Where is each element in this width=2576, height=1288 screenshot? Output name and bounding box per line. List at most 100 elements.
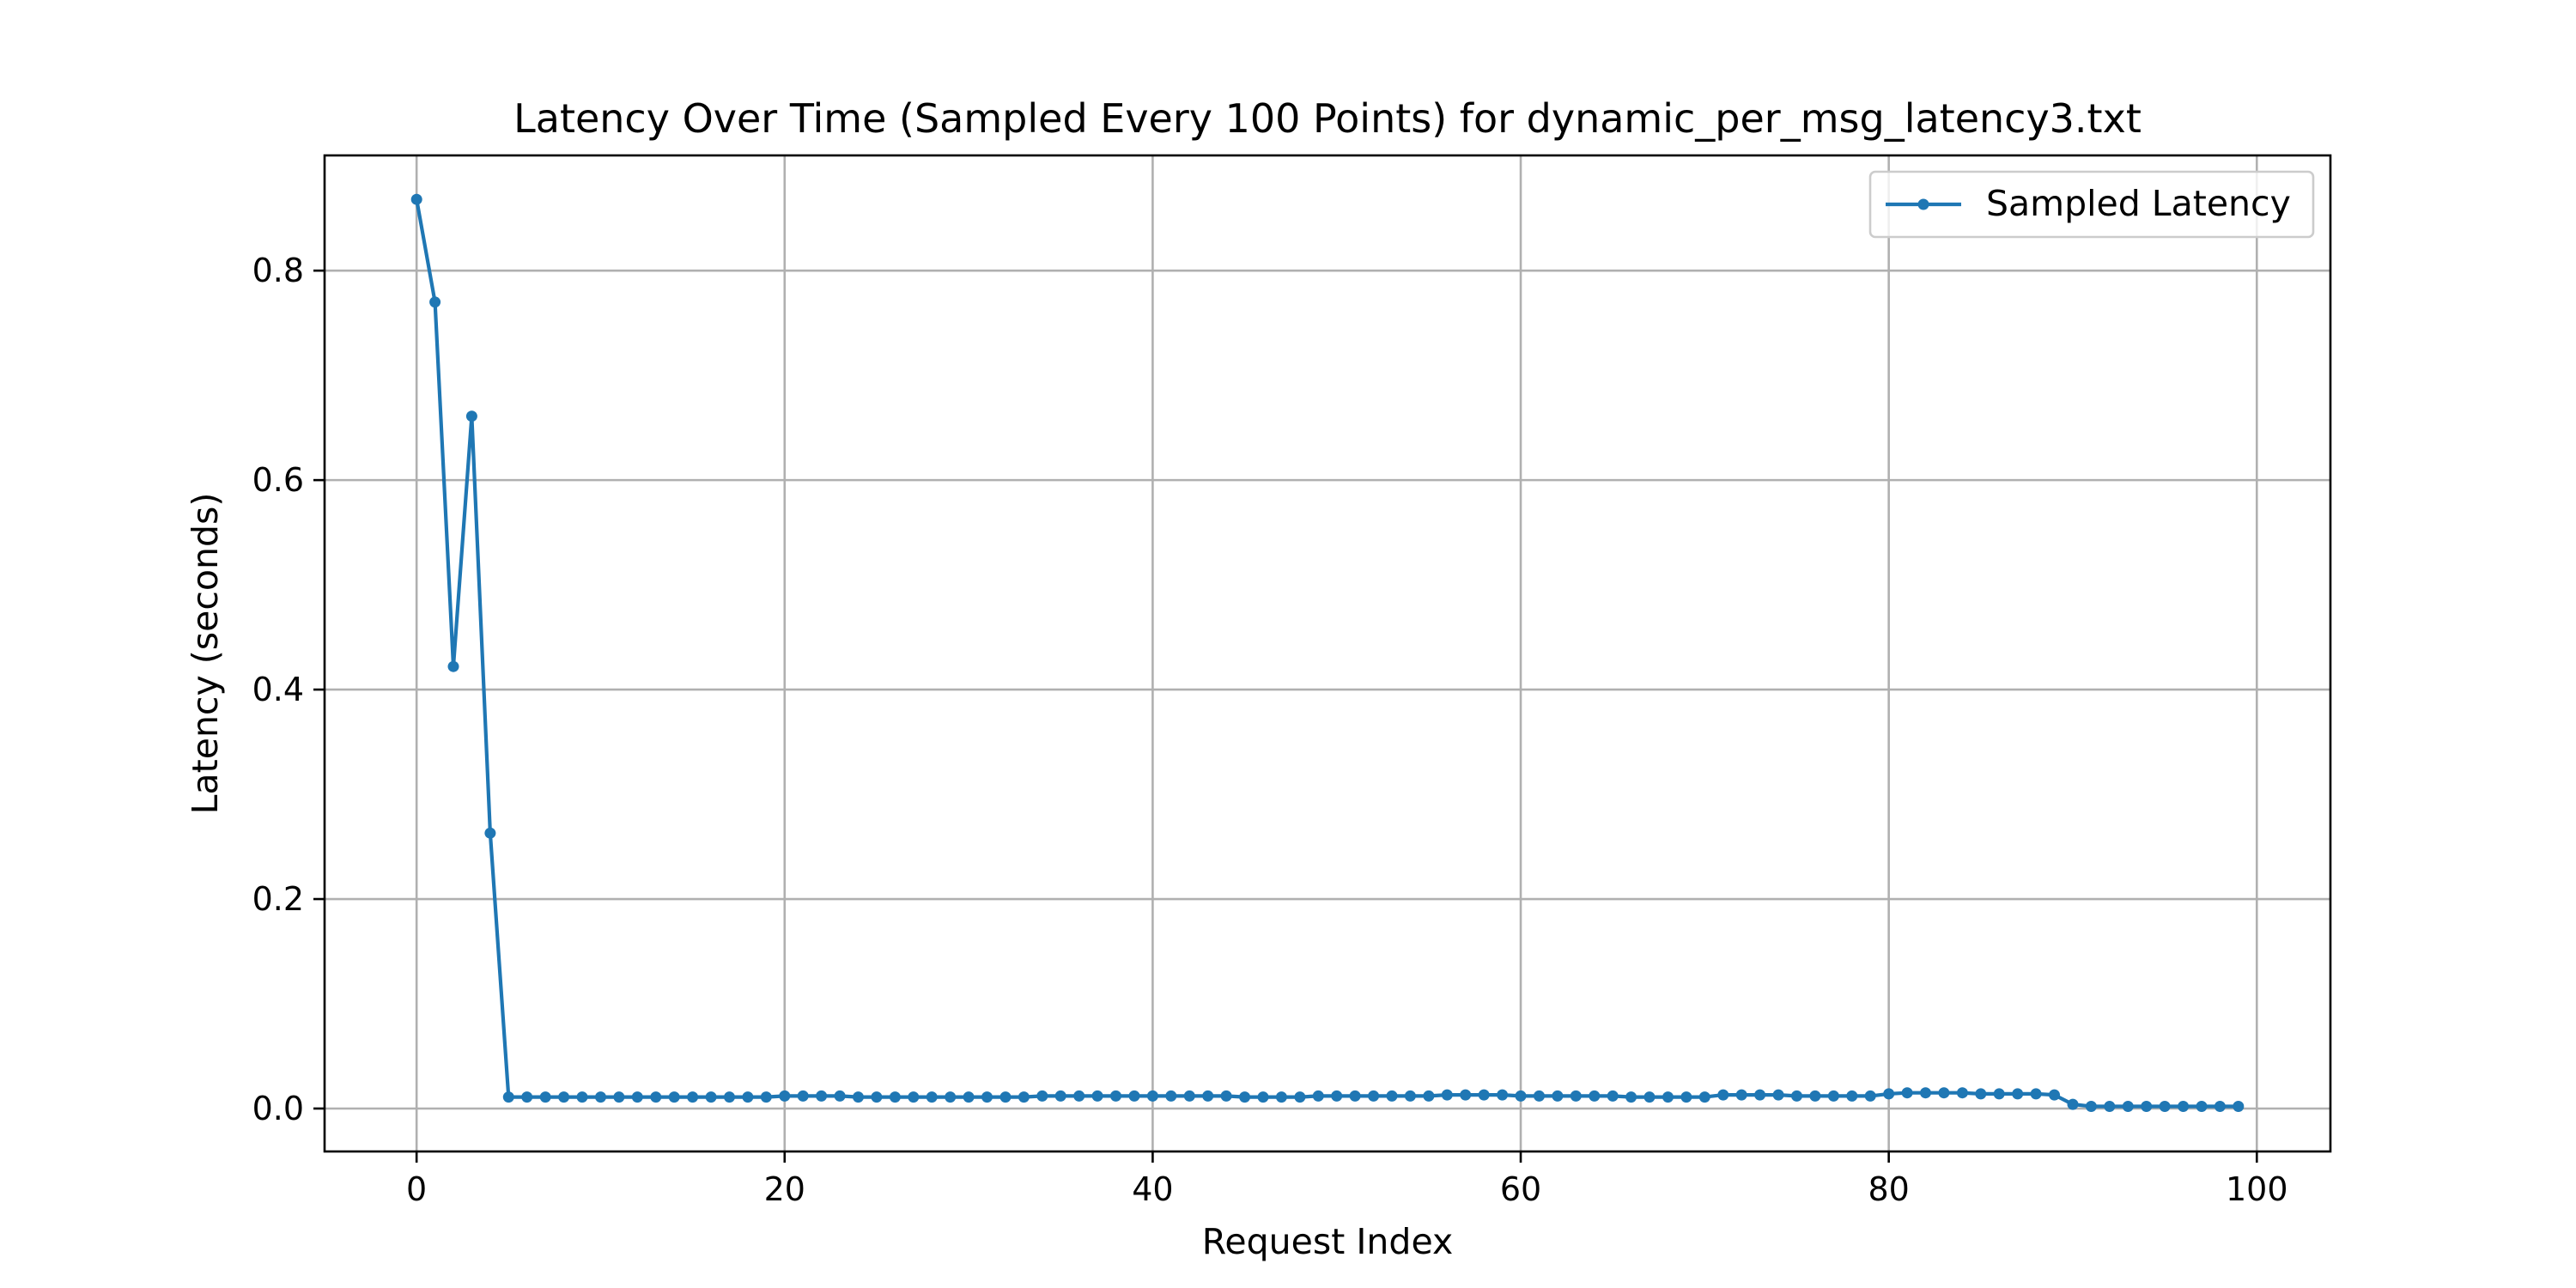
chart-title: Latency Over Time (Sampled Every 100 Poi… xyxy=(513,95,2142,142)
legend-label: Sampled Latency xyxy=(1986,183,2291,224)
legend: Sampled Latency xyxy=(1868,170,2315,239)
data-point xyxy=(2159,1101,2171,1112)
data-point xyxy=(724,1091,735,1103)
data-point xyxy=(1534,1090,1545,1102)
data-point xyxy=(1239,1091,1251,1103)
data-point xyxy=(1146,1090,1158,1102)
data-point xyxy=(1956,1087,1968,1099)
data-point xyxy=(1920,1087,1931,1099)
data-point xyxy=(2104,1101,2116,1112)
data-point xyxy=(1570,1090,1582,1102)
y-tick-label: 0.2 xyxy=(252,880,304,918)
data-point xyxy=(1128,1090,1140,1102)
data-point xyxy=(816,1090,828,1102)
data-point xyxy=(1589,1090,1601,1102)
data-point xyxy=(999,1091,1012,1103)
data-point xyxy=(429,296,441,308)
data-point xyxy=(631,1091,643,1103)
data-point xyxy=(1275,1091,1287,1103)
data-point xyxy=(539,1091,551,1103)
y-tick-label: 0.8 xyxy=(252,252,304,289)
data-point xyxy=(926,1091,938,1103)
data-point xyxy=(1680,1091,1692,1103)
x-tick-label: 60 xyxy=(1500,1170,1541,1208)
data-point xyxy=(2012,1088,2024,1100)
y-tick-label: 0.0 xyxy=(252,1090,304,1127)
data-point xyxy=(576,1091,588,1103)
data-point xyxy=(687,1091,699,1103)
data-point xyxy=(1901,1087,1913,1099)
data-point xyxy=(613,1091,625,1103)
series-line xyxy=(415,198,2239,1109)
data-point xyxy=(1883,1088,1895,1100)
data-point xyxy=(1349,1090,1361,1102)
data-point xyxy=(1607,1090,1619,1102)
data-point xyxy=(1698,1091,1710,1103)
data-point xyxy=(1110,1090,1121,1102)
data-point xyxy=(1257,1091,1269,1103)
data-point xyxy=(742,1091,754,1103)
y-axis-label: Latency (seconds) xyxy=(185,493,226,815)
data-point xyxy=(1625,1091,1637,1103)
data-point xyxy=(1220,1090,1232,1102)
data-point xyxy=(981,1091,993,1103)
data-point xyxy=(1018,1091,1030,1103)
data-point xyxy=(1423,1090,1435,1102)
data-point xyxy=(1036,1090,1048,1102)
legend-swatch-marker xyxy=(1917,198,1929,210)
x-tick-label: 40 xyxy=(1132,1170,1173,1208)
data-point xyxy=(1294,1091,1306,1103)
data-point xyxy=(668,1091,680,1103)
data-point xyxy=(2233,1101,2245,1112)
data-point xyxy=(705,1091,717,1103)
data-point xyxy=(2067,1098,2079,1110)
data-point xyxy=(1662,1091,1674,1103)
data-point xyxy=(2085,1101,2097,1112)
data-point xyxy=(1717,1089,1729,1101)
data-point xyxy=(779,1090,791,1102)
data-point xyxy=(2141,1101,2153,1112)
data-point xyxy=(521,1091,533,1103)
data-point xyxy=(595,1091,606,1103)
data-point xyxy=(1552,1090,1564,1102)
data-point xyxy=(1165,1090,1177,1102)
data-point xyxy=(1441,1089,1453,1101)
data-point xyxy=(1791,1090,1802,1102)
data-point xyxy=(410,193,422,205)
data-point xyxy=(1735,1089,1747,1101)
y-tick-label: 0.6 xyxy=(252,461,304,499)
data-point xyxy=(1054,1090,1066,1102)
data-point xyxy=(1460,1089,1472,1101)
data-point xyxy=(1312,1090,1324,1102)
x-tick-label: 0 xyxy=(406,1170,427,1208)
data-point xyxy=(558,1091,570,1103)
data-point xyxy=(1827,1090,1839,1102)
data-point xyxy=(1202,1090,1214,1102)
data-point xyxy=(447,660,459,672)
data-point xyxy=(465,410,477,422)
data-point xyxy=(1975,1088,1987,1100)
data-point xyxy=(1386,1090,1398,1102)
data-point xyxy=(889,1091,901,1103)
data-point xyxy=(1993,1088,2005,1100)
data-point xyxy=(1809,1090,1821,1102)
data-point xyxy=(1478,1089,1490,1101)
plot-frame xyxy=(323,154,2332,1153)
data-point xyxy=(1864,1090,1876,1102)
data-point xyxy=(1643,1091,1656,1103)
x-axis-label: Request Index xyxy=(1202,1221,1453,1262)
y-tick-label: 0.4 xyxy=(252,671,304,708)
axis-ticks: 0 20 40 60 80 100 0.0 0.2 0.4 0.6 0.8 xyxy=(252,252,2288,1208)
data-point xyxy=(1515,1090,1527,1102)
data-point xyxy=(963,1091,975,1103)
data-point xyxy=(1846,1090,1858,1102)
data-point xyxy=(1073,1090,1085,1102)
data-point xyxy=(1404,1090,1416,1102)
data-point xyxy=(1754,1089,1766,1101)
data-point xyxy=(945,1091,957,1103)
data-point xyxy=(853,1091,864,1103)
data-series xyxy=(410,193,2245,1112)
grid-lines xyxy=(325,155,2330,1151)
data-point xyxy=(1183,1090,1195,1102)
